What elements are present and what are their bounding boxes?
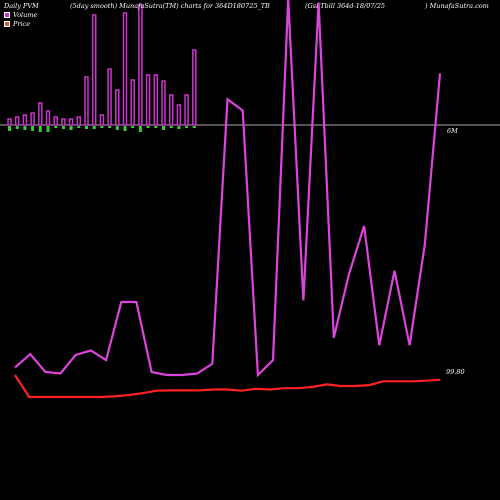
volume-bar [61, 118, 66, 126]
volume-bar-negative [100, 126, 104, 128]
volume-bar [91, 14, 97, 126]
volume-bar [115, 89, 120, 126]
volume-bar-negative [154, 126, 158, 128]
header-right-a: (Gsi Tbill 364d-18/07/25 [305, 2, 385, 10]
volume-bar-negative [54, 126, 58, 128]
legend-volume-swatch [4, 12, 10, 18]
volume-bar-negative [123, 126, 127, 131]
header-right-b: ) MunafaSutra.com [425, 2, 489, 10]
volume-bar [122, 12, 128, 126]
volume-bar-negative [138, 126, 142, 132]
volume-bar [145, 74, 151, 126]
price-last-label: 99.80 [446, 368, 465, 376]
volume-bar-negative [61, 126, 65, 129]
volume-bar [107, 68, 112, 126]
volume-bar [30, 112, 35, 126]
volume-bar-negative [85, 126, 88, 129]
volume-bar [53, 116, 58, 126]
volume-bar-negative [177, 126, 181, 129]
volume-bar-negative [77, 126, 81, 128]
volume-bar-negative [162, 126, 165, 130]
volume-bar-negative [192, 126, 196, 128]
volume-bar [76, 116, 82, 126]
volume-bar [168, 94, 174, 126]
volume-bar-negative [131, 126, 135, 128]
volume-bar-negative [38, 126, 42, 132]
volume-bar-negative [15, 126, 19, 129]
header-left: Daily PVM [4, 2, 39, 10]
volume-bar [184, 94, 189, 126]
volume-bar-negative [69, 126, 73, 130]
legend-volume-label: Volume [13, 11, 38, 19]
legend-price: Price [4, 20, 30, 28]
volume-line [14, 0, 442, 378]
price-line [14, 374, 441, 399]
volume-bar [84, 76, 89, 126]
volume-bar-negative [115, 126, 119, 130]
volume-bar-negative [92, 126, 96, 129]
volume-bar [22, 114, 28, 126]
volume-bar-negative [108, 126, 112, 128]
volume-bar-negative [31, 126, 35, 131]
legend-volume: Volume [4, 11, 37, 19]
volume-bar-negative [46, 126, 50, 132]
volume-bar [68, 118, 74, 126]
volume-bar-negative [23, 126, 27, 130]
volume-bar [176, 104, 182, 126]
volume-bars [7, 4, 197, 132]
volume-bar [45, 110, 51, 126]
legend-price-label: Price [13, 20, 31, 28]
volume-bar [153, 74, 159, 126]
volume-bar-negative [146, 126, 150, 128]
volume-bar [138, 4, 143, 126]
volume-bar [14, 116, 20, 126]
volume-axis-label: 6M [447, 127, 458, 135]
volume-bar [161, 80, 166, 126]
volume-bar [130, 79, 135, 126]
volume-bar-negative [8, 126, 11, 131]
volume-bar [7, 118, 12, 126]
legend-price-swatch [4, 21, 10, 27]
volume-bar-negative [169, 126, 173, 128]
volume-bar [192, 49, 197, 126]
volume-bar [38, 102, 43, 126]
volume-bar [99, 114, 105, 126]
volume-bar-negative [185, 126, 189, 128]
header-center: (5day smooth) MunafaSutra(TM) charts for… [70, 2, 270, 10]
